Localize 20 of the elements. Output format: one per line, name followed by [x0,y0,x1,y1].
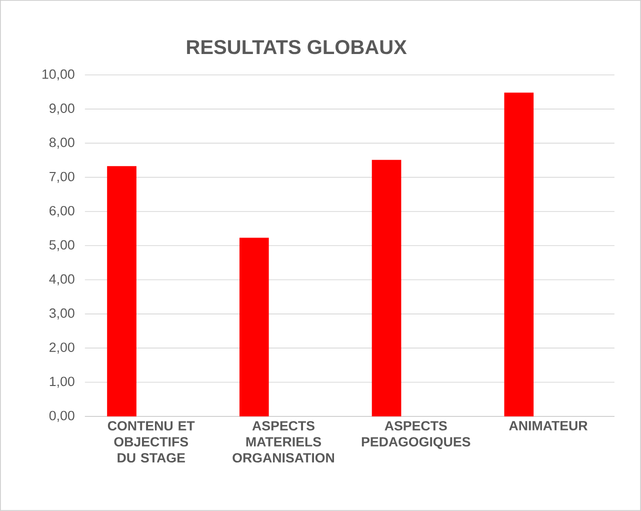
y-tick-label: 6,00 [50,206,74,218]
bar [372,160,402,416]
y-tick-label: 5,00 [49,240,74,252]
y-tick-label: 0,00 [49,410,74,422]
x-tick-label: ASPECTS MATERIELS ORGANISATION [232,421,334,463]
x-tick-label: ASPECTS PEDAGOGIQUES [362,421,470,450]
y-tick-label: 2,00 [50,342,74,354]
y-tick-label: 3,00 [49,308,74,320]
y-tick-label: 8,00 [49,138,74,149]
bar [239,238,269,416]
chart-title: RESULTATS GLOBAUX [187,40,407,54]
y-tick-label: 7,00 [50,172,74,183]
y-tick-label: 10,00 [42,69,74,80]
x-tick-label: ANIMATEUR [509,421,588,430]
bar [504,92,534,416]
x-tick-label: CONTENU ET OBJECTIFS DU STAGE [108,421,195,463]
y-tick-label: 4,00 [49,274,74,286]
y-tick-label: 1,00 [50,376,74,388]
bar [107,166,136,416]
y-tick-label: 9,00 [50,104,74,115]
